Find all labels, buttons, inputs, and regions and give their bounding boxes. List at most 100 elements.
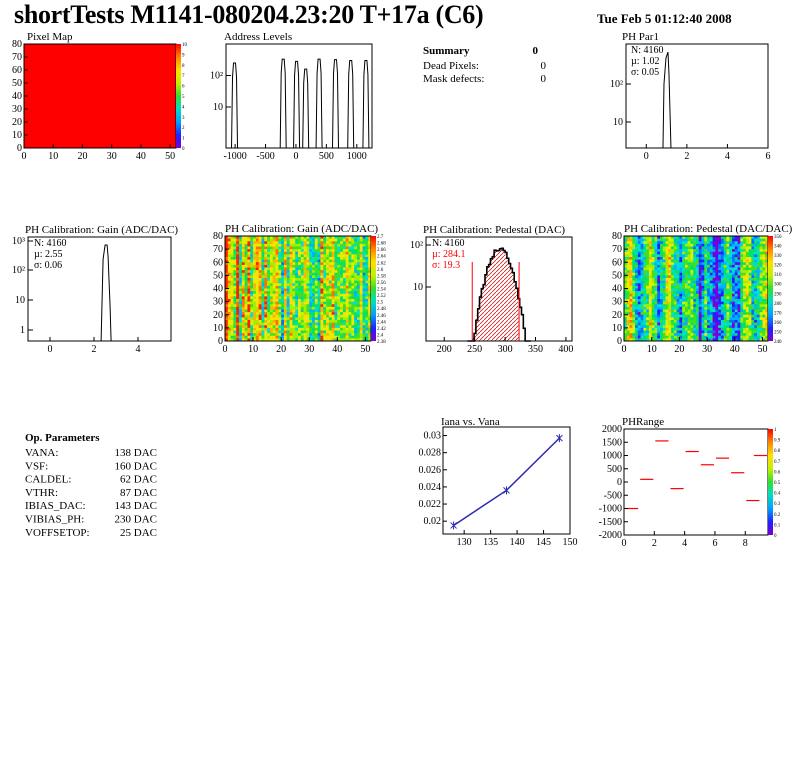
gain-map-cell [300,280,304,284]
pedestal-map-cell [765,327,769,331]
gain-map-cell [340,262,344,266]
pedestal-map-cell [729,312,733,316]
pedestal-map-cell [745,320,749,323]
pedestal-map-cell [734,312,738,316]
gain-map-cell [326,299,330,302]
gain-map-cell [225,243,229,247]
pedestal-map-cell [765,264,769,268]
gain-map-cell [320,272,324,276]
pedestal-map-cell [734,296,738,300]
pedestal-map-cell [712,283,716,287]
pedestal-map-cell [743,330,747,334]
pedestal-map-cell [715,249,719,253]
pedestal-map-cell [673,330,677,334]
gain-map-cell [334,304,338,308]
pedestal-map-cell [745,301,749,305]
gain-map-cell [264,283,268,287]
gain-map-cell [275,322,279,326]
gain-map-cell [328,257,332,260]
pedestal-map-cell [684,317,688,321]
pedestal-map-cell [759,267,763,271]
pedestal-map-cell [646,304,650,308]
gain-map-cell [320,335,324,339]
pedestal-map-cell [734,236,738,239]
gain-map-cell [303,243,307,247]
pedestal-map-cell [740,251,744,255]
pedestal-map-cell [684,322,688,326]
gain-map-cell [255,280,259,284]
gain-map-cell [272,272,276,276]
pedestal-map-cell [646,325,650,329]
pedestal-map-cell [737,320,741,323]
gain-map-cell [258,246,262,250]
pedestal-map-cell [626,283,630,287]
pedestal-map-cell [751,262,755,266]
gain-map-cell [351,296,355,300]
pedestal-map-cell [718,306,722,310]
pedestal-map-cell [679,264,683,268]
pedestal-map-cell [687,249,691,253]
pedestal-map-cell [701,327,705,331]
gain-map-cell [340,314,344,318]
gain-map-cell [328,304,332,308]
gain-map-cell [261,270,265,274]
gain-map-cell [281,330,285,334]
gain-map-cell [359,280,363,284]
gain-map-cell [247,285,251,289]
ph-range-y-tick-label: -2000 [599,530,622,541]
pedestal-map-cell [726,264,730,268]
pedestal-map-cell [676,304,680,308]
gain-map-cell [354,322,358,326]
pedestal-map-cell [756,278,760,281]
gain-map-cell [278,243,282,247]
pedestal-map-cell [707,275,711,279]
gain-map-cell [356,270,361,274]
pedestal-map-cell [693,259,697,263]
gain-map-cell [275,291,279,295]
gain-map-cell [306,278,310,281]
pedestal-map-cell [648,259,652,263]
gain-map-z-label: 2.62 [377,261,386,266]
gain-map-cell [303,246,307,250]
pedestal-map-cell [687,322,691,326]
gain-map-cell [362,254,366,258]
pedestal-map-cell [673,338,677,342]
pedestal-hist-x-tick-label: 200 [437,344,452,355]
gain-map-z-label: 2.52 [377,294,386,299]
gain-map-cell [289,238,293,242]
pedestal-map-cell [754,291,758,295]
gain-map-cell [244,299,248,302]
gain-map-cell [306,236,310,239]
pedestal-map-cell [643,257,647,260]
pixel-map-y-tick-label: 0 [17,143,22,154]
gain-map-cell [368,262,372,266]
pedestal-map-cell [698,322,702,326]
pedestal-map-cell [754,249,758,253]
pedestal-map-cell [715,262,719,266]
pedestal-map-cell [715,257,719,260]
pedestal-map-cell [751,270,755,274]
pedestal-map-cell [637,320,641,323]
gain-map-cell [306,249,310,253]
pedestal-map-z-label: 240 [774,340,782,345]
gain-map-cell [359,238,363,242]
gain-map-cell [255,309,259,313]
pedestal-map-cell [684,280,688,284]
pedestal-hist-y-tick-label: 10² [410,240,423,251]
pedestal-map-cell [707,283,711,287]
gain-map-cell [337,280,341,284]
pedestal-map-cell [734,278,738,281]
gain-map-cell [351,304,355,308]
gain-map-cell [359,259,363,263]
pedestal-map-cell [682,254,686,258]
gain-map-cell [275,270,279,274]
gain-map-cell [278,338,282,342]
gain-map-cell [351,267,355,271]
pedestal-map-cell [679,238,683,242]
pedestal-map-cell [651,304,655,308]
gain-map-cell [345,330,349,334]
pixel-map-y-tick-label: 30 [12,104,22,115]
pedestal-map-cell [696,254,700,258]
gain-map-cell [289,301,293,305]
pedestal-map-cell [745,325,749,329]
